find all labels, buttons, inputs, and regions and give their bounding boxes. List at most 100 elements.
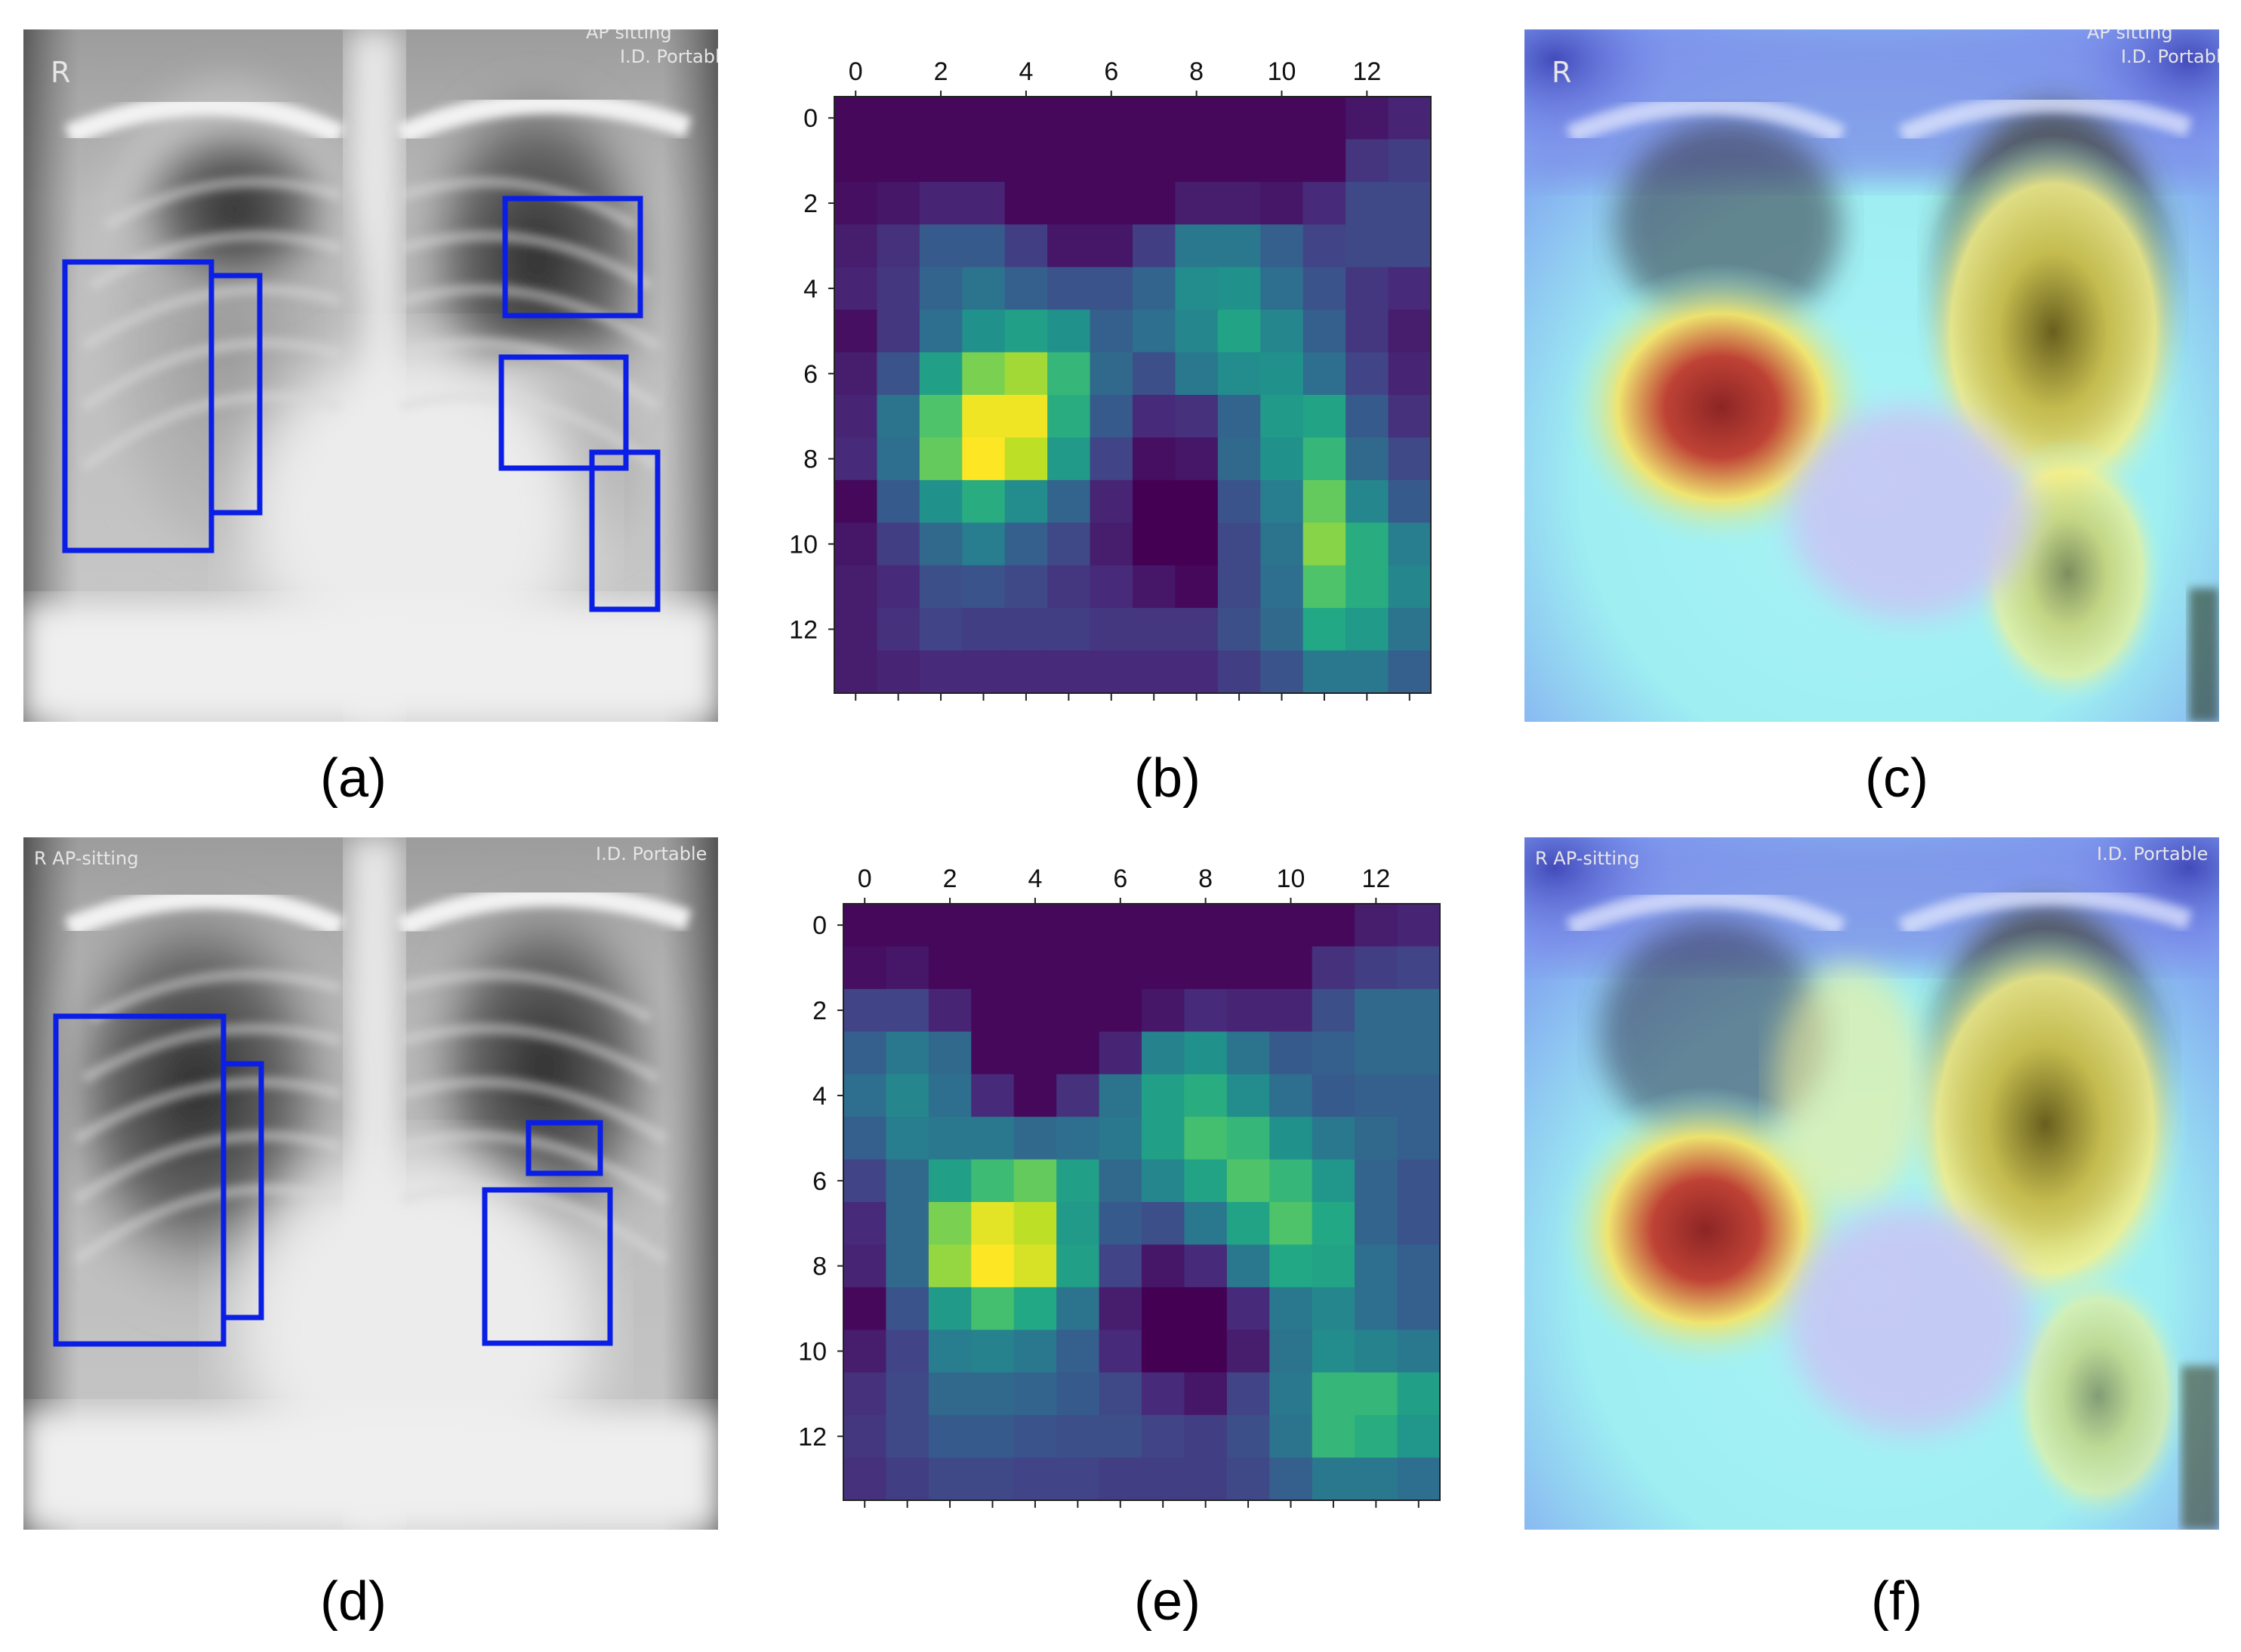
y-tick-label: 12 [798,1422,827,1451]
heatmap-cell [928,946,972,990]
heatmap-cell [1184,1415,1228,1459]
y-tick-label: 10 [798,1338,827,1367]
heatmap-cell [1226,1074,1270,1117]
heatmap-cell [1397,1372,1441,1416]
heatmap-cell [1099,1287,1142,1330]
heatmap-cell [1397,946,1441,990]
heatmap-cell [1004,608,1048,652]
heatmap-cell [1133,522,1176,566]
heatmap-cell [1312,1457,1355,1501]
y-tick-label: 6 [803,360,818,389]
heatmap-cell [1090,479,1133,523]
heatmap-cell [962,522,1006,566]
heatmap-cell [1217,310,1261,353]
heatmap-cell [877,352,920,396]
heatmap-cell [1047,608,1091,652]
heatmap-cell [1004,479,1048,523]
heatmap-cell [1133,97,1176,140]
heatmap-cell [1397,1031,1441,1075]
heatmap-cell [1226,1202,1270,1246]
caption-e: (e) [1134,1571,1201,1632]
heatmap-cell [886,1031,929,1075]
heatmap-cell [1346,565,1389,609]
heatmap-cell [1388,224,1432,268]
heatmap-cell [1388,97,1432,140]
heatmap-cell [1397,988,1441,1032]
panel-a: R AP sitting I.D. Portable [23,29,718,722]
heatmap-cell [962,565,1006,609]
heatmap-cell [1355,1330,1398,1373]
heatmap-cell [962,437,1006,481]
heatmap-cell [1260,267,1304,310]
heatmap-cell [1397,1287,1441,1330]
heatmap-cell [1004,181,1048,225]
heatmap-cell [1099,1415,1142,1459]
heatmap-cell [962,310,1006,353]
heatmap-cell [1260,224,1304,268]
heatmap-cell [1355,1074,1398,1117]
heatmap-cell [1312,1372,1355,1416]
heatmap-cell [1260,181,1304,225]
heatmap-cell [1312,946,1355,990]
heatmap-cell [1312,1031,1355,1075]
heatmap-cell [1346,522,1389,566]
heatmap-cell [1397,1202,1441,1246]
heatmap-cell [1090,522,1133,566]
heatmap-cell [1260,522,1304,566]
heatmap-cell [1226,1244,1270,1288]
y-tick-label: 4 [812,1082,827,1111]
heatmap-cell [1047,181,1091,225]
heatmap-cell [1004,650,1048,694]
heatmap-cell [1175,650,1219,694]
x-tick-label: 2 [934,57,948,86]
heatmap-cell [962,479,1006,523]
heatmap-cell [877,608,920,652]
heatmap-cell [843,1074,887,1117]
heatmap-cell [1312,1287,1355,1330]
heatmap-cell [1346,395,1389,439]
heatmap-cell [1099,1074,1142,1117]
heatmap-cell [1013,1287,1057,1330]
heatmap-cell [1302,181,1346,225]
heatmap-cell [1142,1372,1185,1416]
heatmap-cell [1142,1117,1185,1160]
heatmap-cell [1226,1117,1270,1160]
heatmap-cell [1302,650,1346,694]
heatmap-cell [1302,479,1346,523]
chest-xray-image-d: R AP-sitting I.D. Portable [23,837,718,1530]
heatmap-cell [1260,608,1304,652]
x-tick-label: 6 [1113,865,1127,893]
heatmap-cell [1013,988,1057,1032]
heatmap-cell [1346,139,1389,183]
heatmap-cell [1346,608,1389,652]
heatmap-cell [1047,139,1091,183]
heatmap-cell [843,1457,887,1501]
heatmap-cell [1133,267,1176,310]
panel-f: R AP-sitting I.D. Portable [1524,837,2219,1530]
heatmap-cell [962,650,1006,694]
heatmap-cell [886,1159,929,1203]
heatmap-cell [1217,181,1261,225]
heatmap-cell [1004,352,1048,396]
heatmap-cell [928,1074,972,1117]
heatmap-cell [834,139,878,183]
y-tick-label: 8 [803,445,818,474]
heatmap-cell [1260,97,1304,140]
heatmap-cell [1397,1244,1441,1288]
heatmap-cell [1355,1202,1398,1246]
heatmap-cell [1269,1031,1313,1075]
heatmap-cell [928,1287,972,1330]
x-tick-label: 8 [1198,865,1213,893]
heatmap-cell [1056,1244,1100,1288]
heatmap-cell [1184,1244,1228,1288]
y-tick-label: 6 [812,1167,827,1196]
heatmap-cell [1142,1244,1185,1288]
x-tick-label: 12 [1361,865,1390,893]
heatmap-cell [919,650,963,694]
caption-a: (a) [320,748,387,809]
heatmap-cell [919,608,963,652]
heatmap-cell [1217,650,1261,694]
heatmap-frame [843,903,1441,1501]
heatmap-cell [1133,608,1176,652]
heatmap-cell [1175,139,1219,183]
